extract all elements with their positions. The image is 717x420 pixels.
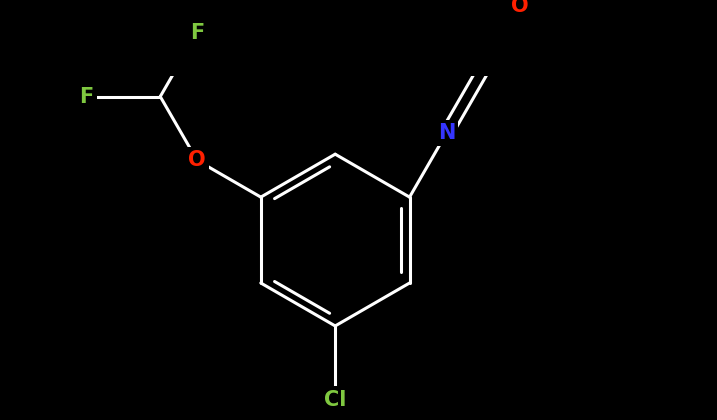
Text: Cl: Cl — [324, 390, 346, 410]
Text: O: O — [511, 0, 529, 16]
Text: N: N — [437, 123, 455, 143]
Text: O: O — [189, 150, 206, 170]
Text: F: F — [80, 87, 94, 107]
Text: F: F — [190, 23, 204, 43]
